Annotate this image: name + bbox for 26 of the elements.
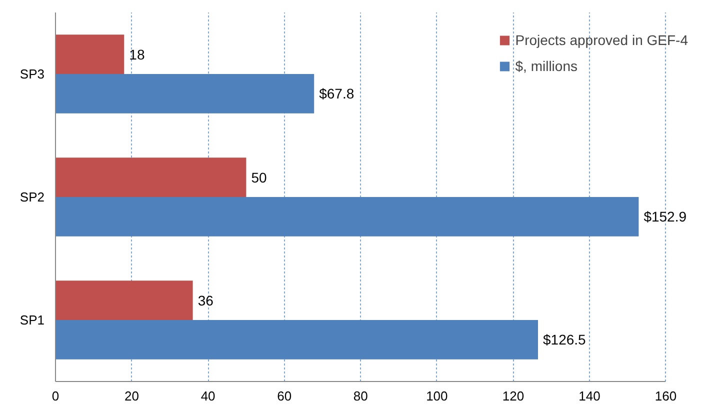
x-tick-label: 120	[502, 388, 524, 404]
x-tick-label: 100	[426, 388, 448, 404]
data-label: $126.5	[543, 332, 586, 348]
y-tick-label: SP3	[20, 66, 45, 82]
x-tick-label: 80	[353, 388, 368, 404]
bar	[56, 74, 314, 114]
x-tick-label: 40	[200, 388, 216, 404]
bar	[56, 197, 639, 236]
x-tick-label: 60	[277, 388, 292, 404]
legend-label: $, millions	[515, 58, 578, 74]
y-tick-label: SP2	[20, 190, 45, 204]
data-label: 50	[251, 169, 267, 186]
data-label: $152.9	[644, 208, 687, 225]
legend-label: Projects approved in GEF-4	[515, 32, 688, 48]
bar	[56, 280, 193, 320]
y-tick-label: SP1	[20, 312, 45, 328]
x-tick-label: 140	[578, 388, 600, 404]
data-label: $67.8	[319, 86, 354, 102]
x-tick-label: 160	[654, 388, 677, 404]
bar	[56, 320, 538, 360]
x-tick-label: 0	[52, 388, 60, 404]
data-label: 18	[129, 46, 145, 62]
x-tick-label: 20	[124, 388, 140, 404]
bar	[56, 34, 124, 74]
bar	[56, 158, 246, 197]
data-label: 36	[198, 292, 214, 308]
